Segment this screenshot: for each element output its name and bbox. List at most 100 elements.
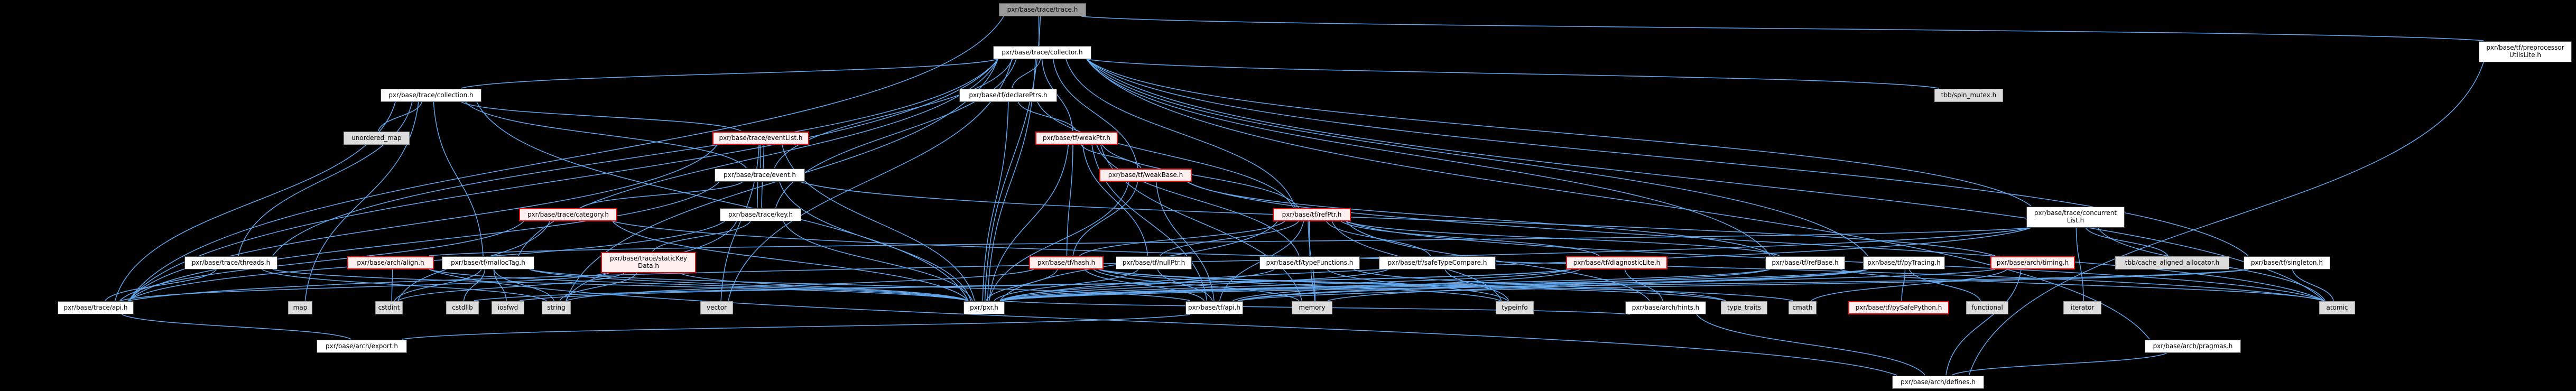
graph-node-iosfwd: iosfwd	[492, 301, 524, 314]
graph-node-safetypecmp[interactable]: pxr/base/tf/safeTypeCompare.h	[1379, 256, 1496, 269]
graph-edge-collection-threads	[238, 101, 413, 256]
graph-edge-collection-eventlist	[461, 101, 742, 132]
graph-edge-hash-typeinfo	[1098, 269, 1501, 301]
graph-edge-refbase-pxrh	[999, 269, 1771, 301]
graph-edge-statickey-traceapi	[121, 273, 606, 301]
graph-edge-typefunc-memory	[1310, 269, 1315, 301]
graph-node-cachealigned: tbb/cache_aligned_allocator.h	[2115, 256, 2229, 269]
graph-edge-category-pxrh	[612, 221, 969, 301]
graph-edge-weakbase-pxrh	[988, 181, 1129, 301]
graph-node-category[interactable]: pxr/base/trace/category.h	[519, 208, 617, 221]
graph-edge-statickey-cstdint	[397, 273, 625, 301]
graph-edge-collector-declareptrs	[1011, 59, 1041, 89]
graph-node-hints[interactable]: pxr/base/arch/hints.h	[1625, 301, 1706, 314]
graph-edge-pragmas-defines	[1951, 352, 2167, 376]
graph-edge-singleton-tfapi	[1238, 269, 2249, 301]
graph-node-diaglite[interactable]: pxr/base/tf/diagnosticLite.h	[1566, 256, 1667, 269]
graph-node-collector[interactable]: pxr/base/trace/collector.h	[993, 46, 1091, 59]
graph-node-pxrh[interactable]: pxr/pxr.h	[963, 301, 1005, 314]
graph-node-eventlist[interactable]: pxr/base/trace/eventList.h	[712, 132, 809, 145]
graph-edge-timing-cmath	[1811, 269, 2007, 301]
graph-edge-declareptrs-weakptr	[1017, 101, 1077, 132]
graph-edge-eventlist-pxrh	[782, 144, 975, 301]
graph-edge-conclist-iterator	[2075, 227, 2084, 301]
graph-edge-malloctag-pxrh	[529, 269, 969, 301]
graph-edge-singleton-atomic	[2292, 269, 2334, 301]
graph-node-pysafepython[interactable]: pxr/base/tf/pySafePython.h	[1848, 301, 1949, 314]
graph-node-refbase[interactable]: pxr/base/tf/refBase.h	[1765, 256, 1845, 269]
graph-edge-event-timing	[800, 181, 1996, 256]
graph-edge-weakptr-refptr	[1101, 144, 1299, 208]
graph-node-atomic: atomic	[2319, 301, 2355, 314]
graph-edge-hash-tfapi	[1084, 269, 1205, 301]
graph-edge-diaglite-tfapi	[1233, 269, 1581, 301]
graph-node-conclist[interactable]: pxr/base/trace/concurrent List.h	[2026, 207, 2125, 228]
graph-edge-statickey-pxrh	[680, 273, 969, 301]
graph-edge-weakptr-weakbase	[1081, 144, 1142, 169]
graph-node-pragmas[interactable]: pxr/base/arch/pragmas.h	[2145, 340, 2241, 353]
graph-node-spinmutex: tbb/spin_mutex.h	[1934, 89, 2003, 102]
graph-edge-weakbase-hash	[1072, 181, 1138, 256]
graph-node-hash[interactable]: pxr/base/tf/hash.h	[1029, 256, 1104, 269]
graph-edge-refptr-hints	[1346, 221, 1650, 301]
graph-node-threads[interactable]: pxr/base/trace/threads.h	[184, 256, 277, 269]
graph-edge-collector-pxrh	[987, 59, 1036, 301]
graph-edge-align-defines	[429, 269, 1897, 376]
graph-edge-traceapi-export	[121, 314, 351, 340]
graph-node-typefunc[interactable]: pxr/base/tf/typeFunctions.h	[1259, 256, 1360, 269]
graph-edge-collector-refptr	[1065, 59, 1296, 208]
graph-node-timing[interactable]: pxr/base/arch/timing.h	[1990, 256, 2075, 269]
graph-edge-weakptr-nullptrh	[1082, 144, 1148, 256]
graph-node-defines[interactable]: pxr/base/arch/defines.h	[1892, 376, 1984, 389]
graph-node-weakptr[interactable]: pxr/base/tf/weakPtr.h	[1035, 132, 1118, 145]
graph-edge-pytracing-pxrh	[999, 269, 1868, 301]
graph-edge-refptr-hash	[1079, 221, 1285, 256]
graph-node-singleton[interactable]: pxr/base/tf/singleton.h	[2244, 256, 2330, 269]
graph-node-typetraits: type_traits	[1721, 301, 1767, 314]
graph-edge-tfapi-export	[402, 314, 1191, 340]
graph-node-weakbase[interactable]: pxr/base/tf/weakBase.h	[1099, 169, 1192, 182]
graph-edge-event-category	[580, 181, 743, 208]
graph-node-key[interactable]: pxr/base/trace/key.h	[720, 208, 801, 221]
graph-node-export[interactable]: pxr/base/arch/export.h	[317, 340, 407, 353]
graph-node-declareptrs[interactable]: pxr/base/tf/declarePtrs.h	[959, 89, 1057, 102]
graph-edge-event-traceapi	[128, 181, 720, 301]
graph-node-nullptrh[interactable]: pxr/base/tf/nullPtr.h	[1116, 256, 1192, 269]
graph-edge-trace-pxrh	[984, 16, 1041, 301]
graph-edge-key-statickey	[652, 221, 751, 252]
graph-edge-timing-pxrh	[999, 269, 1996, 301]
graph-node-event[interactable]: pxr/base/trace/event.h	[715, 169, 805, 182]
graph-node-statickey[interactable]: pxr/base/trace/staticKey Data.h	[601, 252, 696, 273]
graph-edge-pytracing-pysafepython	[1901, 269, 1906, 301]
graph-node-refptr[interactable]: pxr/base/tf/refPtr.h	[1273, 208, 1351, 221]
graph-edge-weakbase-atomic	[1187, 181, 2324, 301]
graph-edge-collection-pxrh	[476, 101, 969, 301]
graph-edge-collector-vector	[728, 59, 1013, 301]
graph-node-collection[interactable]: pxr/base/trace/collection.h	[381, 89, 481, 102]
graph-edge-weakptr-pxrh	[989, 144, 1069, 301]
graph-edge-malloctag-cstdlib	[463, 269, 486, 301]
graph-node-malloctag[interactable]: pxr/base/tf/mallocTag.h	[442, 256, 534, 269]
graph-edge-weakptr-typefunc	[1096, 144, 1300, 256]
graph-node-align[interactable]: pxr/base/arch/align.h	[347, 256, 434, 269]
graph-edge-malloctag-iosfwd	[493, 269, 507, 301]
graph-node-preputils[interactable]: pxr/base/tf/preprocessor UtilsLite.h	[2479, 41, 2572, 62]
graph-edge-collector-event	[774, 59, 1013, 169]
graph-edge-trace-traceapi	[128, 16, 1004, 301]
graph-edge-event-pxrh	[779, 181, 971, 301]
graph-node-cmath: cmath	[1789, 301, 1817, 314]
graph-edge-safetypecmp-pxrh	[999, 269, 1389, 301]
graph-edge-hints-defines	[1696, 314, 1925, 376]
graph-edge-align-pxrh	[429, 269, 969, 301]
graph-node-pytracing[interactable]: pxr/base/tf/pyTracing.h	[1863, 256, 1945, 269]
graph-edge-malloctag-string	[493, 269, 554, 301]
graph-edges	[105, 16, 2484, 376]
graph-edge-collector-pytracing	[1086, 59, 1868, 256]
graph-edge-category-traceapi	[119, 221, 524, 301]
graph-edge-refbase-atomic	[1840, 269, 2324, 301]
graph-node-tfapi[interactable]: pxr/base/tf/api.h	[1185, 301, 1243, 314]
graph-edge-trace-preputils	[1081, 16, 2484, 41]
graph-node-traceapi[interactable]: pxr/base/trace/api.h	[58, 301, 134, 314]
graph-edge-refptr-diaglite	[1341, 221, 1600, 256]
